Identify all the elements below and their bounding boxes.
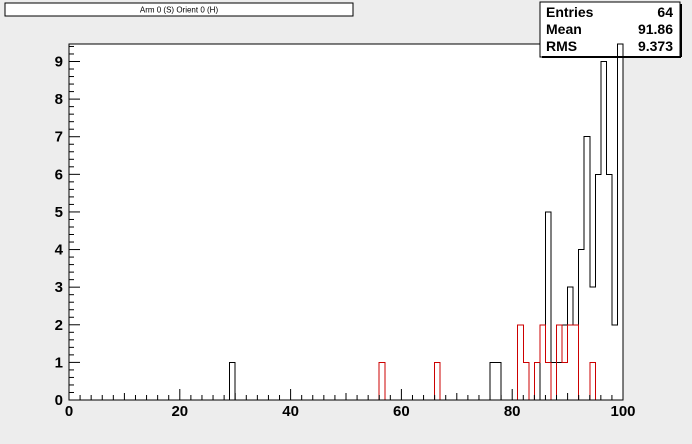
series-1-bin-91 xyxy=(573,325,579,400)
series-0-bin-96 xyxy=(601,62,607,401)
series-1-bin-84 xyxy=(534,362,540,400)
y-tick-label-4: 4 xyxy=(55,242,64,259)
stats-mean-value: 91.86 xyxy=(638,21,673,37)
series-0-bin-92 xyxy=(579,250,585,400)
title-box xyxy=(4,2,354,17)
series-0-bin-97 xyxy=(606,174,612,400)
stats-rms-label: RMS xyxy=(546,38,577,54)
series-1-bin-88 xyxy=(557,325,563,400)
series-1-bin-90 xyxy=(568,325,574,400)
y-tick-label-5: 5 xyxy=(55,204,63,221)
x-tick-label-20: 20 xyxy=(171,403,188,420)
x-tick-label-80: 80 xyxy=(504,403,521,420)
stats-box xyxy=(539,1,681,58)
series-0-bin-95 xyxy=(595,174,601,400)
y-tick-label-8: 8 xyxy=(55,91,63,108)
y-tick-label-6: 6 xyxy=(55,166,63,183)
chart-title: Arm 0 (S) Orient 0 (H) xyxy=(140,6,219,15)
series-1-bin-86 xyxy=(545,362,551,400)
x-tick-label-60: 60 xyxy=(393,403,410,420)
stats-entries-value: 64 xyxy=(657,4,673,20)
x-tick-label-0: 0 xyxy=(65,403,73,420)
series-1-bin-66 xyxy=(435,362,441,400)
series-1-bin-94 xyxy=(590,362,596,400)
series-0-bin-98 xyxy=(612,325,618,400)
series-0-bin-76 xyxy=(490,362,496,400)
series-0-bin-93 xyxy=(584,137,590,400)
axis-layer: 0 20 40 60 80 100 0 1 2 3 4 5 6 7 8 9 xyxy=(55,44,636,420)
x-tick-label-100: 100 xyxy=(610,403,635,420)
series-0-bin-77 xyxy=(496,362,502,400)
x-tick-label-40: 40 xyxy=(282,403,299,420)
y-tick-label-3: 3 xyxy=(55,279,63,296)
plot-area xyxy=(68,43,624,401)
series-0-bin-87 xyxy=(551,362,557,400)
series-1-bin-81 xyxy=(518,325,524,400)
stats-rms-value: 9.373 xyxy=(638,38,673,54)
series-1-bin-85 xyxy=(540,325,546,400)
y-tick-label-9: 9 xyxy=(55,54,63,71)
y-tick-label-2: 2 xyxy=(55,317,63,334)
y-tick-label-1: 1 xyxy=(55,354,63,371)
series-1-bin-89 xyxy=(562,362,568,400)
stats-entries-label: Entries xyxy=(546,4,594,20)
y-tick-label-7: 7 xyxy=(55,129,63,146)
series-1-bin-82 xyxy=(523,362,529,400)
stats-mean-label: Mean xyxy=(546,21,582,37)
series-0-bin-99 xyxy=(617,44,623,400)
y-tick-label-0: 0 xyxy=(55,392,63,409)
series-1-bin-56 xyxy=(379,362,385,400)
series-0-bin-29 xyxy=(230,362,236,400)
